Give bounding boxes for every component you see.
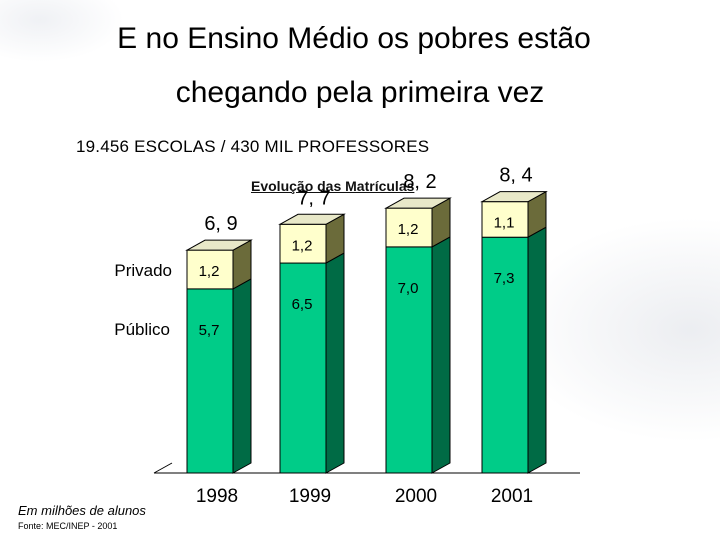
- data-label-privado-1999: 1,2: [292, 237, 313, 254]
- bar-side-publico-2000: [431, 236, 451, 474]
- bar-privado-2000: [385, 207, 433, 248]
- total-label-2001: 8, 4: [499, 165, 532, 187]
- data-label-publico-1998: 5,7: [199, 322, 220, 339]
- x-tick-label-2000: 2000: [395, 486, 437, 507]
- bar-privado-1999: [279, 223, 327, 264]
- baseline-depth: [153, 462, 173, 474]
- units-note: Em milhões de alunos: [18, 503, 146, 518]
- data-label-privado-2001: 1,1: [494, 215, 515, 232]
- total-label-1999: 7, 7: [297, 187, 330, 209]
- x-tick-label-2001: 2001: [491, 486, 533, 507]
- data-label-privado-1998: 1,2: [199, 263, 220, 280]
- bar-privado-1998: [186, 249, 234, 290]
- slide-subtitle: 19.456 ESCOLAS / 430 MIL PROFESSORES: [76, 137, 430, 156]
- data-label-publico-2001: 7,3: [494, 270, 515, 287]
- slide-title-line-1: E no Ensino Médio os pobres estão: [117, 22, 591, 55]
- bar-publico-1999: [279, 262, 327, 474]
- data-label-publico-1999: 6,5: [292, 296, 313, 313]
- slide-title-line-2: chegando pela primeira vez: [175, 76, 545, 109]
- source-note: Fonte: MEC/INEP - 2001: [18, 521, 118, 531]
- bar-side-publico-2001: [527, 226, 547, 474]
- x-tick-label-1998: 1998: [196, 486, 238, 507]
- bar-publico-2000: [385, 246, 433, 474]
- bar-top-2001: [480, 191, 548, 203]
- bar-top-2000: [384, 197, 452, 209]
- total-label-2000: 8, 2: [403, 171, 436, 193]
- x-tick-label-1999: 1999: [289, 486, 331, 507]
- data-label-privado-2000: 1,2: [398, 221, 419, 238]
- bar-side-publico-1999: [325, 252, 345, 474]
- bar-top-1998: [185, 239, 253, 251]
- bar-publico-2001: [481, 236, 529, 474]
- bar-publico-1998: [186, 288, 234, 474]
- chart-title: Evolução das Matrículas: [251, 178, 415, 194]
- series-label-publico: Público: [114, 320, 170, 339]
- series-label-privado: Privado: [114, 261, 172, 280]
- bar-side-publico-1998: [232, 278, 252, 474]
- data-label-publico-2000: 7,0: [398, 280, 419, 297]
- bar-top-1999: [278, 213, 346, 225]
- total-label-1998: 6, 9: [204, 213, 237, 235]
